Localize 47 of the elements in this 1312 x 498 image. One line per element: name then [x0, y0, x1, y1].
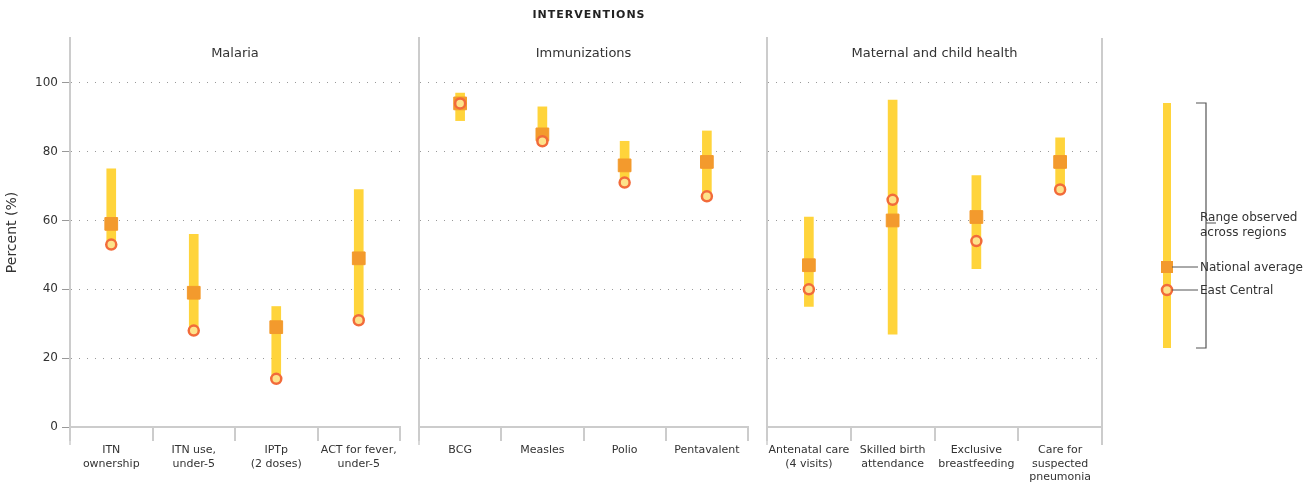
point [104, 217, 119, 231]
point [969, 210, 984, 224]
point [351, 251, 366, 266]
point [1053, 155, 1067, 169]
x-tick-label: BCG [448, 443, 472, 457]
x-tick-label: Measles [520, 443, 565, 457]
point [352, 314, 365, 327]
point [700, 190, 714, 203]
point [186, 285, 201, 300]
point [885, 213, 900, 228]
point [802, 283, 816, 296]
point [187, 324, 200, 337]
legend-label: East Central [1200, 283, 1274, 297]
point [886, 193, 899, 207]
x-tick-label: ITN use, under-5 [171, 443, 217, 470]
point [1053, 183, 1067, 196]
point [270, 372, 283, 386]
x-tick-label: Pentavalent [674, 443, 741, 457]
point [105, 238, 118, 251]
point [618, 176, 631, 189]
x-tick-label: Exclusive breastfeeding [938, 443, 1015, 470]
x-tick-label: IPTp (2 doses) [250, 443, 302, 470]
y-tick-label: 80 [42, 143, 58, 158]
point [802, 258, 816, 273]
text: Malaria [211, 45, 259, 61]
x-axis-title: INTERVENTIONS [531, 8, 647, 21]
x-tick-label: ACT for fever, under-5 [320, 443, 397, 470]
point [269, 320, 284, 335]
x-tick-label: Care for suspected pneumonia [1029, 443, 1092, 483]
text: Maternal and child health [851, 45, 1018, 61]
point [536, 135, 549, 148]
point [617, 158, 632, 173]
y-axis-title: Percent (%) [3, 191, 20, 274]
y-tick-label: 100 [35, 74, 58, 89]
point [700, 155, 714, 169]
x-tick-label: Antenatal care (4 visits) [768, 443, 850, 470]
y-tick-label: 60 [42, 212, 58, 227]
x-tick-label: ITN ownership [82, 443, 140, 470]
y-tick-label: 40 [42, 281, 58, 296]
legend-label: National average [1200, 260, 1303, 274]
point [970, 234, 983, 248]
y-tick-label: 0 [50, 419, 58, 434]
text: Immunizations [535, 45, 632, 61]
text: Range observed across regions [1200, 210, 1298, 239]
y-tick-label: 20 [42, 350, 58, 365]
x-tick-label: Skilled birth attendance [859, 443, 926, 470]
x-tick-label: Polio [611, 443, 638, 457]
